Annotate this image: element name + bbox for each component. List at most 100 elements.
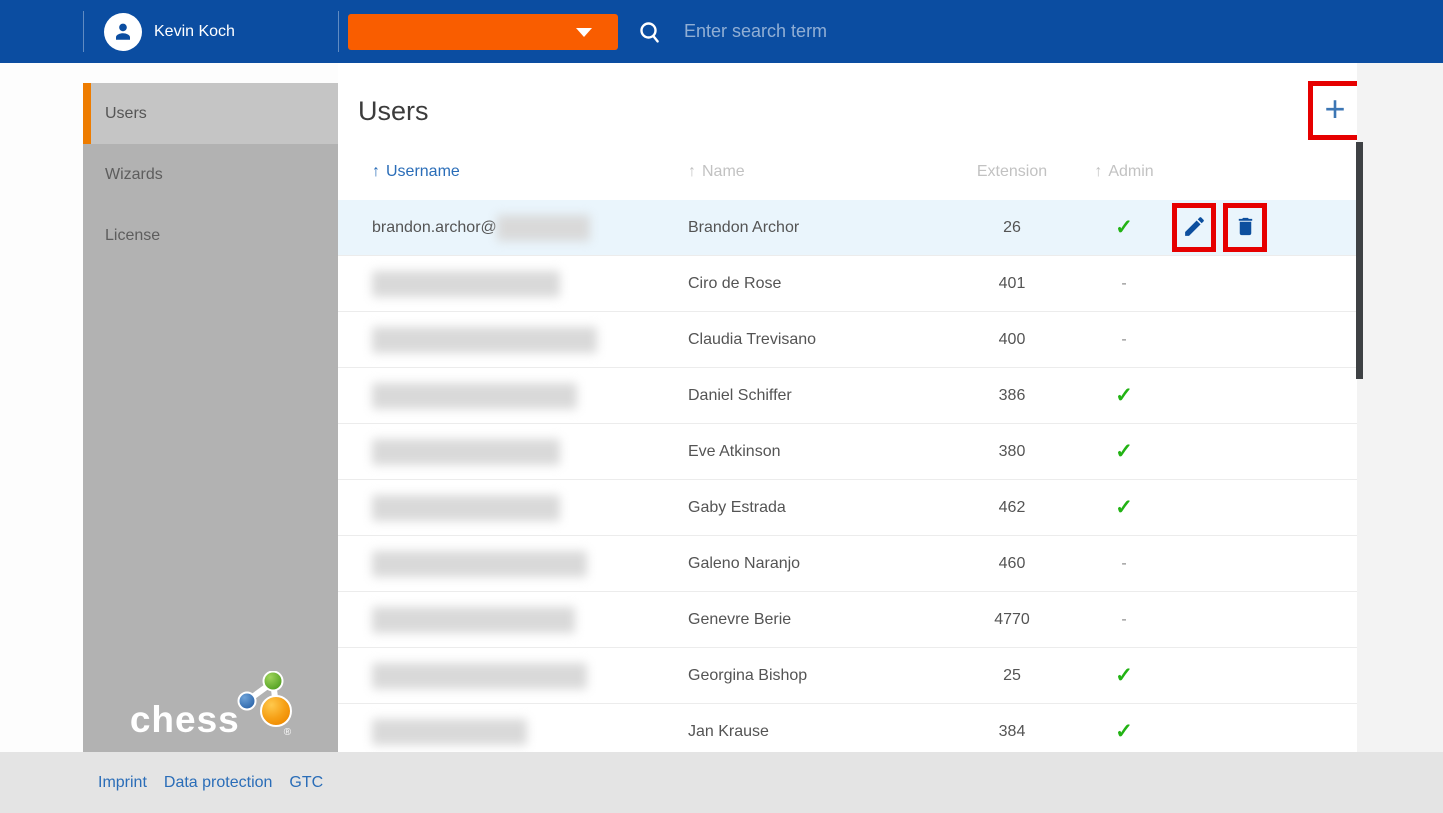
cell-username: brandon.archor@ bbox=[358, 214, 688, 241]
cell-admin: ✓ bbox=[1076, 383, 1172, 408]
column-header-extension[interactable]: Extension bbox=[976, 162, 1048, 180]
column-header-admin[interactable]: ↑ Admin bbox=[1094, 162, 1154, 180]
cell-name: Genevre Berie bbox=[688, 610, 792, 628]
annotation-highlight-edit-user-button bbox=[1172, 203, 1216, 252]
cell-name: Daniel Schiffer bbox=[688, 386, 792, 404]
cell-actions bbox=[1172, 203, 1357, 252]
scrollbar[interactable] bbox=[1356, 142, 1363, 379]
table-row[interactable]: Daniel Schiffer 386 ✓ bbox=[338, 368, 1357, 424]
sidebar-item-license[interactable]: License bbox=[105, 226, 161, 244]
cell-extension: 25 bbox=[1003, 666, 1021, 684]
table-row[interactable]: Ciro de Rose 401 - bbox=[338, 256, 1357, 312]
table-row[interactable]: Gaby Estrada 462 ✓ bbox=[338, 480, 1357, 536]
sort-arrow-icon: ↑ bbox=[1094, 162, 1103, 180]
tenant-dropdown[interactable] bbox=[348, 14, 618, 50]
logo-text: chess bbox=[129, 699, 240, 740]
cell-admin: ✓ bbox=[1076, 215, 1172, 240]
delete-user-button[interactable] bbox=[1234, 215, 1257, 241]
redacted-username bbox=[372, 270, 560, 297]
footer-link-imprint[interactable]: Imprint bbox=[98, 773, 147, 791]
annotation-highlight-add: + bbox=[1308, 81, 1357, 140]
topbar-divider bbox=[338, 11, 339, 52]
cell-extension: 384 bbox=[998, 722, 1026, 740]
table-row[interactable]: Claudia Trevisano 400 - bbox=[338, 312, 1357, 368]
table-row[interactable]: brandon.archor@ Brandon Archor 26 ✓ bbox=[338, 200, 1357, 256]
table-row[interactable]: Galeno Naranjo 460 - bbox=[338, 536, 1357, 592]
redacted-username bbox=[372, 662, 587, 689]
edit-user-button[interactable] bbox=[1182, 214, 1207, 242]
redacted-username bbox=[372, 718, 527, 745]
table-row[interactable]: Georgina Bishop 25 ✓ bbox=[338, 648, 1357, 704]
admin-none: - bbox=[1121, 610, 1127, 628]
redacted-username bbox=[372, 326, 597, 353]
cell-name: Gaby Estrada bbox=[688, 498, 786, 516]
redacted-username bbox=[372, 382, 577, 409]
avatar bbox=[104, 12, 142, 51]
cell-name: Brandon Archor bbox=[688, 218, 800, 236]
table-row[interactable]: Genevre Berie 4770 - bbox=[338, 592, 1357, 648]
admin-none: - bbox=[1121, 274, 1127, 292]
cell-username bbox=[358, 326, 688, 353]
redacted-username bbox=[496, 214, 590, 241]
redacted-username bbox=[372, 438, 560, 465]
cell-username bbox=[358, 382, 688, 409]
logo-molecule-icon bbox=[234, 670, 298, 736]
admin-check-icon: ✓ bbox=[1115, 384, 1133, 407]
admin-check-icon: ✓ bbox=[1115, 664, 1133, 687]
cell-username bbox=[358, 438, 688, 465]
cell-extension: 401 bbox=[998, 274, 1026, 292]
cell-username bbox=[358, 550, 688, 577]
person-icon bbox=[116, 23, 130, 40]
annotation-highlight-delete-user-button bbox=[1223, 203, 1267, 252]
admin-check-icon: ✓ bbox=[1115, 720, 1133, 743]
cell-name: Ciro de Rose bbox=[688, 274, 782, 292]
cell-username bbox=[358, 270, 688, 297]
cell-admin: - bbox=[1076, 555, 1172, 573]
trash-icon bbox=[1234, 215, 1257, 241]
logo-trademark: ® bbox=[283, 727, 292, 738]
column-header-username[interactable]: ↑ Username bbox=[372, 162, 460, 180]
chess-logo: chess bbox=[83, 670, 338, 740]
column-header-name[interactable]: ↑ Name bbox=[688, 162, 745, 180]
account-menu[interactable]: Kevin Koch bbox=[104, 0, 235, 63]
search-input[interactable] bbox=[684, 21, 1104, 42]
cell-extension: 386 bbox=[998, 386, 1026, 404]
cell-admin: - bbox=[1076, 611, 1172, 629]
table-body: brandon.archor@ Brandon Archor 26 ✓ Ciro… bbox=[338, 200, 1357, 752]
sidebar-item-wizards[interactable]: Wizards bbox=[105, 165, 163, 183]
cell-name: Jan Krause bbox=[688, 722, 769, 740]
cell-admin: - bbox=[1076, 275, 1172, 293]
sidebar: Users Wizards License chess bbox=[83, 83, 338, 752]
admin-check-icon: ✓ bbox=[1115, 496, 1133, 519]
table-row[interactable]: Eve Atkinson 380 ✓ bbox=[338, 424, 1357, 480]
users-panel: Users + ↑ Username ↑ Name Extension ↑ Admin br… bbox=[338, 63, 1357, 752]
cell-username bbox=[358, 718, 688, 745]
cell-extension: 26 bbox=[1003, 218, 1021, 236]
sort-arrow-icon: ↑ bbox=[688, 162, 696, 180]
redacted-username bbox=[372, 606, 575, 633]
cell-name: Georgina Bishop bbox=[688, 666, 808, 684]
admin-check-icon: ✓ bbox=[1115, 440, 1133, 463]
cell-username bbox=[358, 662, 688, 689]
cell-username bbox=[358, 606, 688, 633]
footer-link-gtc[interactable]: GTC bbox=[289, 773, 324, 791]
topbar-divider bbox=[83, 11, 84, 52]
admin-none: - bbox=[1121, 554, 1127, 572]
search bbox=[638, 0, 1104, 63]
pencil-icon bbox=[1182, 214, 1207, 242]
table-row[interactable]: Jan Krause 384 ✓ bbox=[338, 704, 1357, 752]
cell-admin: ✓ bbox=[1076, 439, 1172, 464]
footer-link-data-protection[interactable]: Data protection bbox=[163, 773, 273, 791]
admin-check-icon: ✓ bbox=[1115, 216, 1133, 239]
redacted-username bbox=[372, 494, 560, 521]
table-header: ↑ Username ↑ Name Extension ↑ Admin bbox=[338, 143, 1357, 200]
admin-none: - bbox=[1121, 330, 1127, 348]
sidebar-item-users[interactable]: Users bbox=[83, 83, 338, 144]
cell-extension: 4770 bbox=[994, 610, 1030, 628]
cell-admin: ✓ bbox=[1076, 719, 1172, 744]
cell-admin: - bbox=[1076, 331, 1172, 349]
cell-extension: 380 bbox=[998, 442, 1026, 460]
add-user-button[interactable]: + bbox=[1324, 87, 1346, 129]
cell-extension: 462 bbox=[998, 498, 1026, 516]
